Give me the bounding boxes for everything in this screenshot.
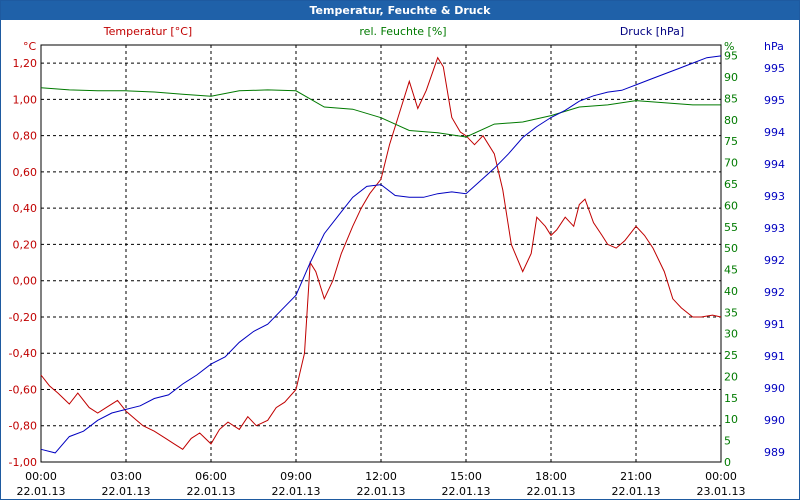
pressure-tick-label: 990 xyxy=(764,414,785,427)
x-tick-time: 03:00 xyxy=(110,470,142,483)
pressure-tick-label: 991 xyxy=(764,318,785,331)
humidity-tick-label: 85 xyxy=(724,92,738,105)
series-pressure-line xyxy=(40,55,722,454)
x-tick-date: 22.01.13 xyxy=(187,485,236,498)
humidity-tick-label: 75 xyxy=(724,135,738,148)
humidity-tick-label: 30 xyxy=(724,328,738,341)
x-axis-ticks: 00:00 22.01.13 03:00 22.01.13 06:00 22.01.13 0… xyxy=(17,470,746,498)
pressure-tick-label: 995 xyxy=(764,94,785,107)
x-tick-date: 22.01.13 xyxy=(357,485,406,498)
pressure-tick-label: 993 xyxy=(764,222,785,235)
pressure-tick-label: 991 xyxy=(764,350,785,363)
pressure-tick-label: 993 xyxy=(764,190,785,203)
gridlines xyxy=(41,45,721,463)
humidity-tick-label: 35 xyxy=(724,306,738,319)
x-tick-date: 22.01.13 xyxy=(442,485,491,498)
humidity-tick-label: 20 xyxy=(724,370,738,383)
legend-pressure: Druck [hPa] xyxy=(620,25,684,38)
humidity-tick-label: 5 xyxy=(724,435,731,448)
humidity-tick-label: 65 xyxy=(724,178,738,191)
x-tick-date: 22.01.13 xyxy=(17,485,66,498)
humidity-tick-label: 95 xyxy=(724,50,738,63)
legend-humidity: rel. Feuchte [%] xyxy=(359,25,446,38)
x-tick-time: 00:00 xyxy=(705,470,737,483)
humidity-tick-label: 40 xyxy=(724,285,738,298)
x-tick-date: 22.01.13 xyxy=(102,485,151,498)
pressure-tick-label: 989 xyxy=(764,446,785,459)
series-temperature-line xyxy=(40,56,722,450)
pressure-tick-label: 992 xyxy=(764,286,785,299)
left-tick-label: 0,40 xyxy=(13,202,38,215)
right-axis-pressure-unit: hPa xyxy=(764,40,784,53)
x-tick-date: 23.01.13 xyxy=(697,485,746,498)
pressure-tick-label: 992 xyxy=(764,254,785,267)
series-humidity-line xyxy=(40,87,721,138)
left-tick-label: 1,20 xyxy=(13,57,38,70)
left-tick-label: 0,20 xyxy=(13,238,38,251)
x-tick-time: 12:00 xyxy=(365,470,397,483)
series-layer xyxy=(40,55,722,454)
pressure-tick-label: 995 xyxy=(764,62,785,75)
pressure-tick-label: 990 xyxy=(764,382,785,395)
x-tick-time: 18:00 xyxy=(535,470,567,483)
x-tick-date: 22.01.13 xyxy=(272,485,321,498)
humidity-tick-label: 25 xyxy=(724,349,738,362)
legend-temperature: Temperatur [°C] xyxy=(103,25,192,38)
x-tick-date: 22.01.13 xyxy=(612,485,661,498)
humidity-tick-label: 50 xyxy=(724,242,738,255)
left-axis-unit: °C xyxy=(23,40,37,53)
left-tick-label: -1,00 xyxy=(9,456,37,469)
x-tick-time: 00:00 xyxy=(25,470,57,483)
left-tick-label: 0,80 xyxy=(13,130,38,143)
x-tick-time: 06:00 xyxy=(195,470,227,483)
humidity-tick-label: 55 xyxy=(724,221,738,234)
plot-border xyxy=(40,44,722,463)
right-axis-humidity-unit: % xyxy=(724,40,734,53)
humidity-tick-label: 90 xyxy=(724,71,738,84)
pressure-tick-label: 994 xyxy=(764,158,785,171)
left-tick-label: 1,00 xyxy=(13,93,38,106)
left-tick-label: 0,60 xyxy=(13,166,38,179)
x-tick-time: 21:00 xyxy=(620,470,652,483)
humidity-tick-label: 10 xyxy=(724,413,738,426)
left-tick-label: -0,20 xyxy=(9,311,37,324)
right-axis-pressure-ticks: 995 995 994 994 993 993 992 992 991 991 990 990 989 xyxy=(764,62,785,459)
x-tick-time: 15:00 xyxy=(450,470,482,483)
humidity-tick-label: 0 xyxy=(724,456,731,469)
humidity-tick-label: 80 xyxy=(724,114,738,127)
humidity-tick-label: 70 xyxy=(724,157,738,170)
left-tick-label: -0,40 xyxy=(9,347,37,360)
chart-title: Temperatur, Feuchte & Druck xyxy=(1,1,799,20)
left-tick-label: -0,60 xyxy=(9,383,37,396)
x-tick-time: 09:00 xyxy=(280,470,312,483)
pressure-tick-label: 994 xyxy=(764,126,785,139)
humidity-tick-label: 60 xyxy=(724,199,738,212)
humidity-tick-label: 15 xyxy=(724,392,738,405)
left-axis-ticks: 1,20 1,00 0,80 0,60 0,40 0,20 0,00 -0,20 -0,40 -0… xyxy=(9,57,37,469)
left-tick-label: -0,80 xyxy=(9,420,37,433)
left-tick-label: 0,00 xyxy=(13,275,38,288)
humidity-tick-label: 45 xyxy=(724,264,738,277)
x-tick-date: 22.01.13 xyxy=(527,485,576,498)
